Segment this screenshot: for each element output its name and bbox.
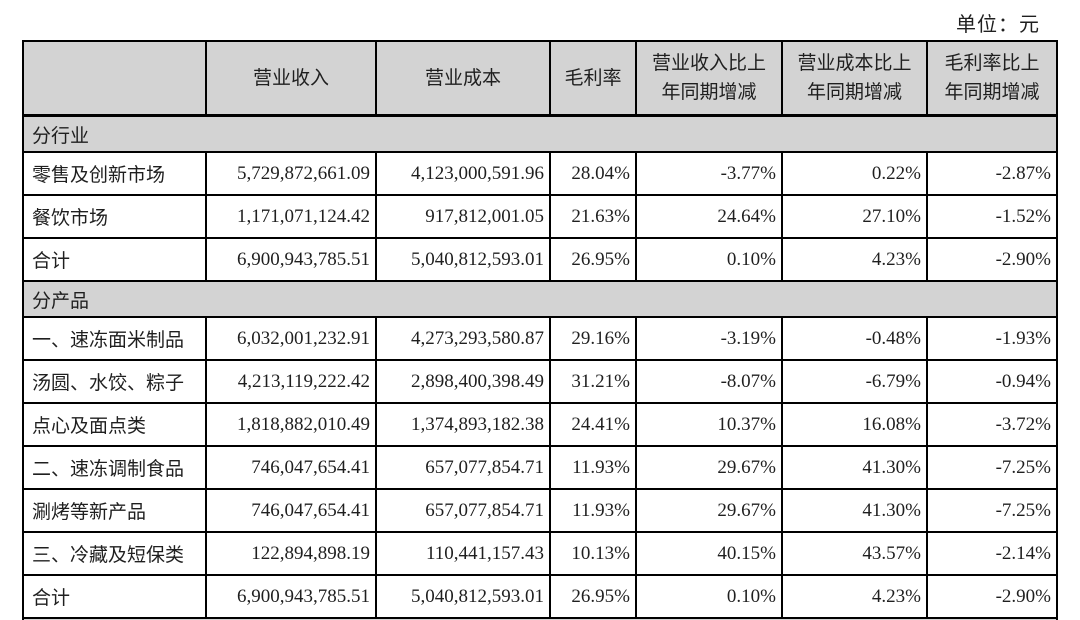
value-cell: 2,898,400,398.49 <box>375 359 551 404</box>
value-cell: -6.79% <box>781 359 928 404</box>
table-row: 三、冷藏及短保类 122,894,898.19 110,441,157.43 10.1… <box>22 531 1058 576</box>
section-label <box>22 617 1058 620</box>
section-label: 分行业 <box>22 114 1058 153</box>
value-cell: 6,032,001,232.91 <box>205 316 377 361</box>
table-header: 营业收入 营业成本 毛利率 营业收入比上年同期增减 营业成本比上年同期增减 毛利… <box>22 40 1058 117</box>
section-label: 分产品 <box>22 280 1058 318</box>
value-cell: 657,077,854.71 <box>375 488 551 533</box>
unit-label: 单位：元 <box>956 14 1040 36</box>
value-cell: 4,273,293,580.87 <box>375 316 551 361</box>
header-cell-cost: 营业成本 <box>375 40 551 117</box>
table-row: 二、速冻调制食品 746,047,654.41 657,077,854.71 11.9… <box>22 445 1058 490</box>
value-cell: -3.19% <box>635 316 783 361</box>
value-cell: 29.67% <box>635 445 783 490</box>
header-cell-cost-yoy: 营业成本比上年同期增减 <box>781 40 928 117</box>
value-cell: 24.41% <box>549 402 637 447</box>
header-cell-margin-yoy: 毛利率比上年同期增减 <box>926 40 1058 117</box>
value-cell: 27.10% <box>781 194 928 239</box>
value-cell: 1,374,893,182.38 <box>375 402 551 447</box>
table-row: 一、速冻面米制品 6,032,001,232.91 4,273,293,580.87… <box>22 316 1058 361</box>
value-cell: 28.04% <box>549 151 637 196</box>
value-cell: -1.93% <box>926 316 1058 361</box>
header-row: 营业收入 营业成本 毛利率 营业收入比上年同期增减 营业成本比上年同期增减 毛利… <box>22 40 1058 117</box>
value-cell: 4,123,000,591.96 <box>375 151 551 196</box>
table-row: 合计 6,900,943,785.51 5,040,812,593.01 26.95%… <box>22 574 1058 619</box>
value-cell: 0.10% <box>635 237 783 282</box>
table-row: 汤圆、水饺、粽子 4,213,119,222.42 2,898,400,398.49… <box>22 359 1058 404</box>
value-cell: -3.77% <box>635 151 783 196</box>
table-body: 分行业 零售及创新市场 5,729,872,661.09 4,123,000,591.… <box>22 114 1058 620</box>
value-cell: 6,900,943,785.51 <box>205 574 377 619</box>
value-cell: -2.14% <box>926 531 1058 576</box>
value-cell: 1,818,882,010.49 <box>205 402 377 447</box>
value-cell: 11.93% <box>549 445 637 490</box>
value-cell: -2.87% <box>926 151 1058 196</box>
value-cell: 0.22% <box>781 151 928 196</box>
value-cell: 29.16% <box>549 316 637 361</box>
value-cell: 5,040,812,593.01 <box>375 574 551 619</box>
value-cell: -0.48% <box>781 316 928 361</box>
value-cell: 4,213,119,222.42 <box>205 359 377 404</box>
value-cell: 41.30% <box>781 488 928 533</box>
row-label-cell: 合计 <box>22 574 207 619</box>
value-cell: 41.30% <box>781 445 928 490</box>
row-label-cell: 二、速冻调制食品 <box>22 445 207 490</box>
value-cell: 11.93% <box>549 488 637 533</box>
table-row: 零售及创新市场 5,729,872,661.09 4,123,000,591.96 2… <box>22 151 1058 196</box>
row-label-cell: 三、冷藏及短保类 <box>22 531 207 576</box>
header-cell-category <box>22 40 207 117</box>
value-cell: -2.90% <box>926 574 1058 619</box>
value-cell: 1,171,071,124.42 <box>205 194 377 239</box>
section-row <box>22 617 1058 620</box>
value-cell: -7.25% <box>926 445 1058 490</box>
value-cell: -8.07% <box>635 359 783 404</box>
value-cell: -0.94% <box>926 359 1058 404</box>
header-cell-revenue: 营业收入 <box>205 40 377 117</box>
row-label-cell: 点心及面点类 <box>22 402 207 447</box>
section-row: 分产品 <box>22 280 1058 318</box>
value-cell: -1.52% <box>926 194 1058 239</box>
value-cell: 26.95% <box>549 574 637 619</box>
header-cell-gross-margin: 毛利率 <box>549 40 637 117</box>
value-cell: -2.90% <box>926 237 1058 282</box>
value-cell: 5,729,872,661.09 <box>205 151 377 196</box>
value-cell: 16.08% <box>781 402 928 447</box>
value-cell: 31.21% <box>549 359 637 404</box>
value-cell: 4.23% <box>781 237 928 282</box>
value-cell: 24.64% <box>635 194 783 239</box>
value-cell: 122,894,898.19 <box>205 531 377 576</box>
value-cell: 0.10% <box>635 574 783 619</box>
value-cell: -7.25% <box>926 488 1058 533</box>
value-cell: 10.37% <box>635 402 783 447</box>
row-label-cell: 合计 <box>22 237 207 282</box>
value-cell: 43.57% <box>781 531 928 576</box>
value-cell: 29.67% <box>635 488 783 533</box>
section-row: 分行业 <box>22 114 1058 153</box>
row-label-cell: 餐饮市场 <box>22 194 207 239</box>
table-row: 点心及面点类 1,818,882,010.49 1,374,893,182.38 24… <box>22 402 1058 447</box>
value-cell: 917,812,001.05 <box>375 194 551 239</box>
value-cell: 110,441,157.43 <box>375 531 551 576</box>
value-cell: 657,077,854.71 <box>375 445 551 490</box>
table-row: 合计 6,900,943,785.51 5,040,812,593.01 26.95%… <box>22 237 1058 282</box>
value-cell: 4.23% <box>781 574 928 619</box>
value-cell: 746,047,654.41 <box>205 488 377 533</box>
value-cell: 5,040,812,593.01 <box>375 237 551 282</box>
value-cell: 746,047,654.41 <box>205 445 377 490</box>
value-cell: -3.72% <box>926 402 1058 447</box>
value-cell: 21.63% <box>549 194 637 239</box>
value-cell: 6,900,943,785.51 <box>205 237 377 282</box>
financial-table: 营业收入 营业成本 毛利率 营业收入比上年同期增减 营业成本比上年同期增减 毛利… <box>22 40 1058 620</box>
row-label-cell: 零售及创新市场 <box>22 151 207 196</box>
value-cell: 40.15% <box>635 531 783 576</box>
row-label-cell: 一、速冻面米制品 <box>22 316 207 361</box>
row-label-cell: 汤圆、水饺、粽子 <box>22 359 207 404</box>
table-row: 餐饮市场 1,171,071,124.42 917,812,001.05 21.63%… <box>22 194 1058 239</box>
value-cell: 26.95% <box>549 237 637 282</box>
header-cell-revenue-yoy: 营业收入比上年同期增减 <box>635 40 783 117</box>
value-cell: 10.13% <box>549 531 637 576</box>
row-label-cell: 涮烤等新产品 <box>22 488 207 533</box>
table-row: 涮烤等新产品 746,047,654.41 657,077,854.71 11.93%… <box>22 488 1058 533</box>
